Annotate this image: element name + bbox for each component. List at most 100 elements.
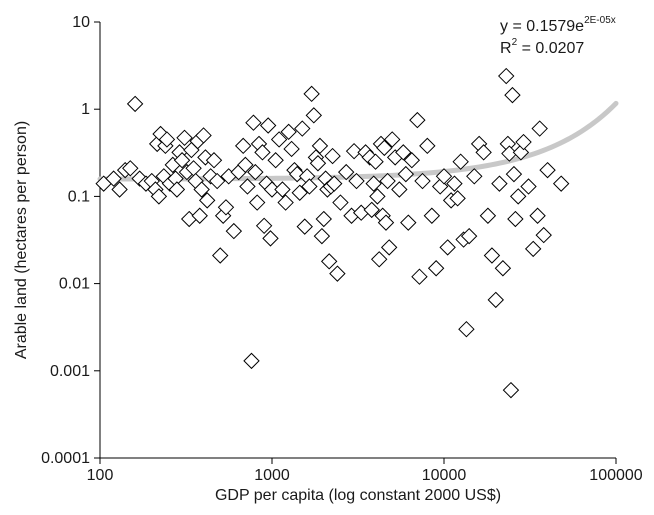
data-point (303, 85, 320, 103)
x-tick-label: 100 (87, 467, 114, 484)
data-point (332, 194, 349, 211)
data-point (198, 192, 216, 209)
data-point (208, 172, 226, 190)
data-point (479, 207, 497, 224)
data-point (191, 207, 208, 224)
data-point (419, 137, 436, 155)
data-point (122, 160, 139, 177)
data-point (324, 147, 341, 165)
data-point (395, 144, 412, 161)
data-point (466, 168, 483, 185)
data-point (369, 188, 386, 205)
data-point (397, 165, 415, 183)
x-axis-title: GDP per capita (log constant 2000 US$) (215, 487, 501, 504)
data-point (315, 210, 332, 228)
data-point (248, 194, 266, 211)
data-point (363, 201, 380, 219)
data-point (348, 172, 365, 190)
data-point (411, 268, 428, 285)
data-point (380, 239, 398, 256)
data-point (529, 207, 546, 224)
data-point (491, 175, 508, 192)
data-point (305, 107, 323, 124)
data-point (520, 178, 537, 195)
data-point (126, 95, 144, 113)
data-point (277, 194, 294, 211)
data-point (414, 172, 431, 190)
data-point (370, 251, 388, 268)
data-point (205, 152, 223, 169)
data-point (446, 175, 463, 192)
data-point (296, 218, 313, 235)
y-tick-label: 0.001 (50, 363, 90, 380)
r2-exponent: 2 (512, 37, 518, 48)
y-tick-label: 1 (81, 101, 90, 118)
y-tick-label: 0.1 (68, 188, 90, 205)
data-point (237, 156, 254, 174)
data-point (449, 190, 466, 207)
data-point (243, 352, 260, 370)
x-tick-label: 100000 (589, 467, 642, 484)
data-point (254, 144, 271, 161)
data-point (259, 117, 277, 134)
data-point (105, 170, 122, 187)
data-point (326, 175, 343, 192)
data-point (193, 181, 210, 198)
data-point (313, 227, 331, 245)
equation-text: y = 0.1579e2E-05x (500, 15, 616, 35)
data-point (291, 184, 308, 201)
data-point (504, 86, 521, 104)
data-point (427, 260, 445, 277)
data-point (168, 181, 186, 198)
data-point (158, 131, 176, 148)
r2-suffix: = 0.0207 (517, 40, 584, 57)
data-point (173, 152, 191, 169)
y-tick-label: 10 (72, 14, 90, 31)
data-point (452, 153, 469, 170)
data-point (384, 131, 401, 148)
data-point (367, 153, 384, 170)
data-point (267, 152, 284, 169)
data-point (377, 214, 395, 231)
trendline-equation: y = 0.1579e2E-05x R2 = 0.0207 (500, 15, 616, 57)
data-point (515, 133, 532, 151)
data-point (475, 144, 492, 161)
data-point (329, 265, 346, 282)
data-point (309, 155, 327, 172)
data-point (234, 137, 252, 155)
x-tick-label: 1000 (254, 467, 290, 484)
data-point (301, 178, 318, 195)
data-point (409, 111, 426, 129)
data-point (400, 214, 417, 231)
data-point (280, 123, 297, 141)
data-point (509, 188, 527, 205)
equation-exponent: 2E-05x (584, 15, 616, 26)
r2-prefix: R (500, 40, 512, 57)
data-point (247, 163, 264, 181)
data-point (507, 210, 524, 228)
data-point (345, 142, 363, 160)
x-ticks: 100 1000 10000 100000 (87, 458, 643, 484)
y-tick-label: 0.01 (59, 276, 90, 293)
x-axis: 100 1000 10000 100000 (87, 457, 643, 484)
data-point (283, 140, 300, 158)
data-point (212, 247, 229, 264)
data-point (539, 161, 556, 179)
data-point (423, 207, 441, 224)
data-point (391, 181, 408, 198)
data-point (294, 120, 311, 137)
data-point (217, 199, 235, 216)
y-ticks: 0.0001 0.001 0.01 0.1 1 10 (41, 14, 100, 467)
data-point (439, 239, 456, 256)
data-point (552, 175, 570, 192)
data-point (502, 381, 520, 399)
data-point (403, 152, 421, 169)
data-point (435, 168, 453, 185)
data-point (195, 127, 212, 144)
data-point (239, 178, 256, 195)
data-point (150, 188, 168, 205)
data-point (225, 222, 243, 240)
data-point (524, 240, 542, 258)
data-point (487, 291, 504, 309)
data-point (262, 230, 279, 247)
